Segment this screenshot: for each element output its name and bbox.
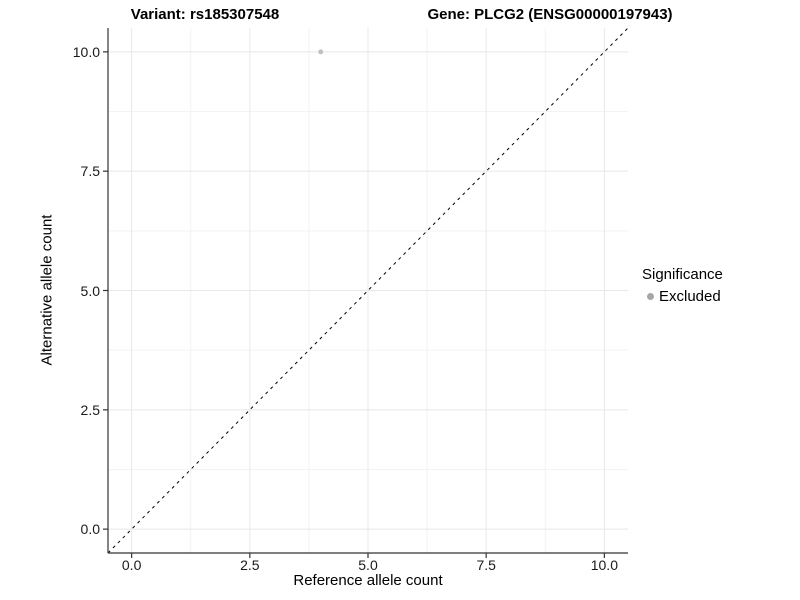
x-tick-label: 0.0: [121, 557, 142, 573]
x-tick-label: 5.0: [358, 557, 378, 573]
legend-item: Excluded: [642, 288, 723, 305]
legend-key: [642, 293, 658, 300]
x-tick-label: 7.5: [476, 557, 496, 573]
variant-title: Variant: rs185307548: [130, 6, 280, 23]
y-tick-label: 10.0: [72, 43, 100, 60]
legend-items: Excluded: [642, 288, 723, 305]
plot-panel: [108, 28, 628, 553]
legend-title: Significance: [642, 266, 723, 283]
x-axis-title: Reference allele count: [293, 572, 443, 589]
legend-item-label: Excluded: [659, 288, 721, 305]
y-axis-title: Alternative allele count: [38, 214, 56, 366]
legend: Significance Excluded: [642, 266, 723, 305]
y-tick-label: 2.5: [80, 401, 100, 418]
y-tick-label: 0.0: [80, 521, 100, 538]
legend-point-icon: [646, 293, 654, 300]
x-tick-label: 2.5: [240, 557, 260, 573]
gene-title: Gene: PLCG2 (ENSG00000197943): [427, 6, 673, 23]
x-tick-label: 10.0: [590, 557, 618, 573]
y-tick-label: 7.5: [80, 163, 100, 180]
y-tick-label: 5.0: [80, 282, 100, 299]
